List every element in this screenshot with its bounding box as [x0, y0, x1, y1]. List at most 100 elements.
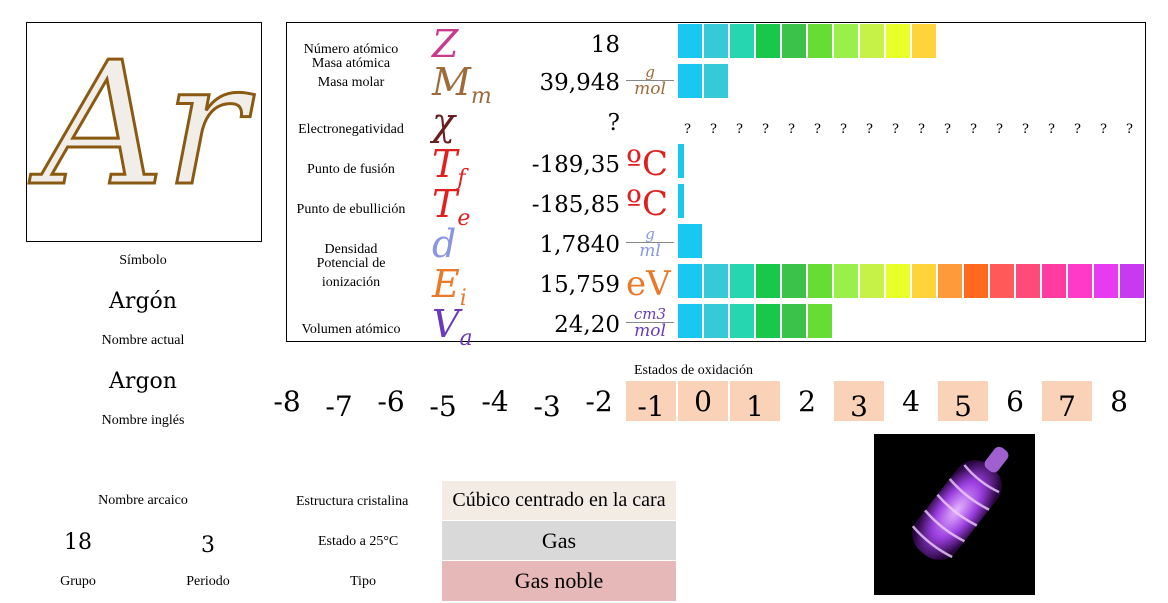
symbol-sub: a [459, 326, 473, 351]
bar-segment [808, 24, 832, 58]
symbol-main: E [432, 262, 460, 306]
electronegativity-placeholder: ? [1100, 122, 1107, 137]
property-label: Número atómico [303, 42, 399, 57]
symbol-label: Símbolo [119, 253, 167, 268]
electronegativity-placeholder: ? [944, 122, 951, 137]
property-symbol: Va [432, 302, 473, 361]
property-bar [678, 144, 686, 178]
bar-segment [886, 264, 910, 298]
oxidation-highlight [834, 381, 884, 421]
svg-text:Ar: Ar [29, 26, 255, 224]
oxidation-state: 4 [902, 385, 920, 418]
oxidation-state: 1 [746, 390, 764, 423]
property-bar [678, 264, 1146, 298]
oxidation-state: -8 [273, 385, 301, 418]
bar-segment [678, 24, 702, 58]
property-label: Potencial de ionización [316, 256, 386, 290]
symbol-main: V [432, 302, 460, 346]
bar-segment [704, 264, 728, 298]
period-label: Periodo [186, 574, 230, 589]
bar-segment [782, 24, 806, 58]
property-value: 24,20 [554, 312, 620, 338]
bar-segment [990, 264, 1014, 298]
state-label: Estado a 25°C [318, 534, 399, 549]
bar-segment [1068, 264, 1092, 298]
symbol-main: M [432, 60, 471, 104]
bar-segment [704, 64, 728, 98]
symbol-sub: e [457, 206, 471, 231]
group-label: Grupo [60, 574, 96, 589]
bar-segment [704, 24, 728, 58]
bar-segment [782, 304, 806, 338]
property-value: ? [607, 110, 620, 136]
electronegativity-placeholder: ? [1074, 122, 1081, 137]
type-value: Gas noble [442, 561, 676, 601]
oxidation-state: -5 [429, 390, 457, 423]
bar-segment [678, 144, 684, 178]
bar-segment [1016, 264, 1040, 298]
oxidation-state: 2 [798, 385, 816, 418]
property-bar [678, 224, 704, 258]
electronegativity-placeholder: ? [996, 122, 1003, 137]
oxidation-state: 6 [1006, 385, 1024, 418]
bar-segment [938, 264, 962, 298]
electronegativity-placeholder: ? [970, 122, 977, 137]
bar-segment [730, 264, 754, 298]
symbol-box: Ar [26, 22, 262, 242]
electronegativity-placeholder: ? [866, 122, 873, 137]
bar-segment [912, 24, 936, 58]
unit-numerator: g [645, 63, 655, 81]
period-value: 3 [201, 533, 215, 558]
property-unit: eV [626, 264, 671, 304]
bar-segment [756, 24, 780, 58]
english-name-label: Nombre inglés [101, 413, 185, 428]
oxidation-state: -6 [377, 385, 405, 418]
electronegativity-placeholder: ? [762, 122, 769, 137]
oxidation-state: 3 [850, 390, 868, 423]
electronegativity-placeholder: ? [1126, 122, 1133, 137]
group-value: 18 [64, 530, 92, 555]
oxidation-highlight [1042, 381, 1092, 421]
oxidation-state: 7 [1058, 390, 1076, 423]
oxidation-state: 5 [954, 390, 972, 423]
property-value: 39,948 [539, 70, 620, 96]
state-value: Gas [442, 521, 676, 560]
current-name-value: Argón [109, 289, 177, 314]
archaic-name-label: Nombre arcaico [98, 493, 188, 508]
bar-segment [730, 304, 754, 338]
electronegativity-placeholder: ? [1022, 122, 1029, 137]
bar-segment [1042, 264, 1066, 298]
property-bar [678, 304, 834, 338]
property-symbol: Ei [432, 262, 467, 321]
property-unit: ºC [626, 184, 669, 224]
bar-segment [730, 24, 754, 58]
bar-segment [1094, 264, 1118, 298]
electronegativity-placeholder: ? [684, 122, 691, 137]
oxidation-highlight [626, 381, 676, 421]
symbol-sub: i [459, 286, 467, 311]
bar-segment [834, 24, 858, 58]
property-symbol: Tf [432, 142, 466, 201]
property-unit: g mol [626, 63, 674, 98]
bar-segment [756, 304, 780, 338]
unit-denominator: mol [626, 322, 674, 340]
property-symbol: Mm [432, 60, 492, 119]
property-label: Punto de fusión [307, 162, 395, 177]
oxidation-highlight [678, 381, 728, 421]
symbol-main: T [432, 182, 458, 226]
bar-segment [964, 264, 988, 298]
bar-segment [912, 264, 936, 298]
oxidation-highlight [938, 381, 988, 421]
property-bar [678, 184, 686, 218]
property-bar [678, 24, 938, 58]
electronegativity-placeholder: ? [892, 122, 899, 137]
property-label: Densidad [324, 242, 378, 257]
structure-value: Cúbico centrado en la cara [442, 481, 676, 520]
unit-denominator: ml [626, 242, 674, 260]
bar-segment [704, 304, 728, 338]
type-label: Tipo [350, 574, 376, 589]
oxidation-state: -7 [325, 390, 353, 423]
properties-panel [286, 22, 1146, 342]
unit-numerator: cm3 [633, 305, 667, 323]
oxidation-state: -3 [533, 390, 561, 423]
